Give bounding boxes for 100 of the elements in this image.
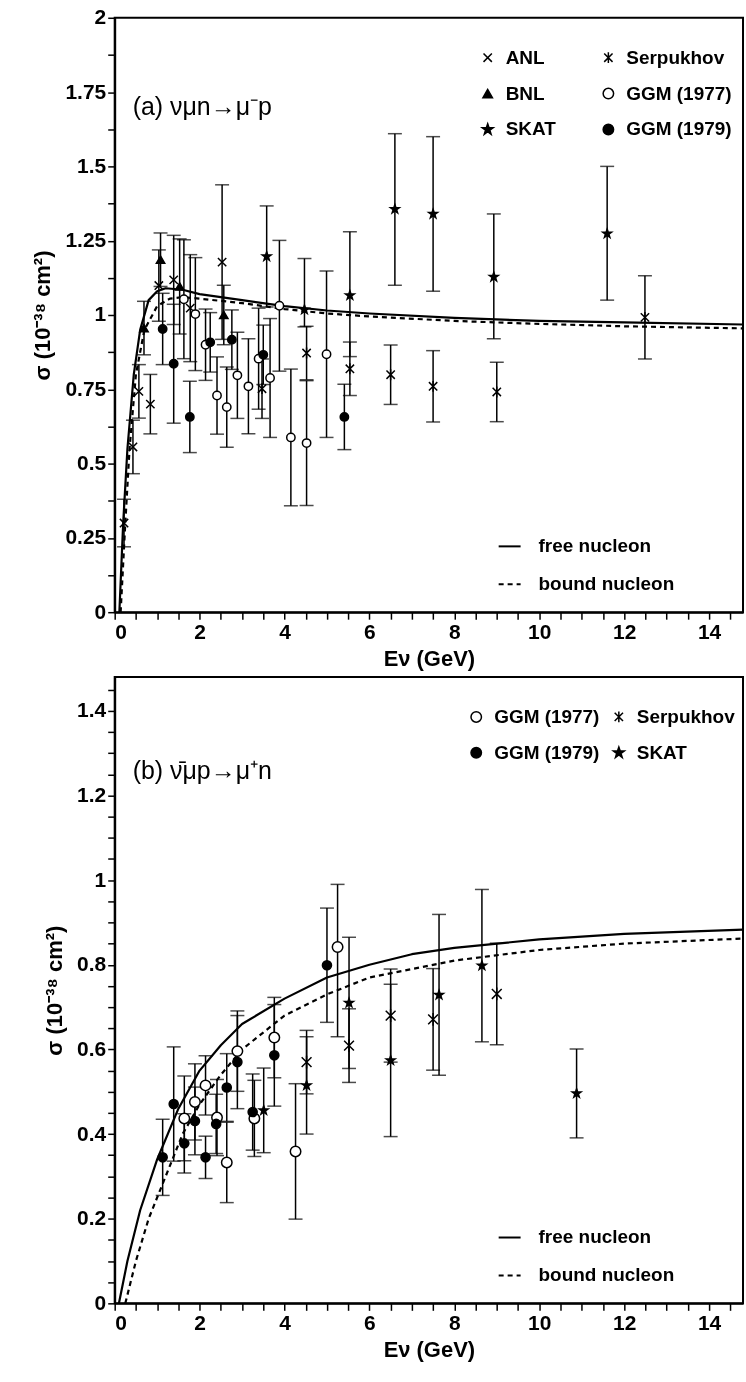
point xyxy=(190,309,201,320)
point xyxy=(153,280,164,291)
y-tick-label: 2 xyxy=(94,5,107,29)
x-tick-label: 4 xyxy=(279,619,292,643)
point xyxy=(231,1045,244,1058)
point xyxy=(212,390,222,401)
point xyxy=(265,373,275,383)
legend-label: ANL xyxy=(505,46,545,68)
x-tick-label: 8 xyxy=(448,1310,461,1334)
x-tick-label: 2 xyxy=(194,619,206,643)
legend-label: SKAT xyxy=(636,741,688,763)
y-tick-label: 0 xyxy=(94,599,107,623)
y-tick-label: 0.25 xyxy=(65,525,107,549)
point xyxy=(339,412,350,422)
point xyxy=(258,349,269,360)
point xyxy=(243,381,254,392)
annotation: (b) ν̄μp→μ⁺n xyxy=(132,755,272,784)
point xyxy=(133,386,144,397)
y-axis-title: σ (10⁻³⁸ cm²) xyxy=(30,250,56,381)
point xyxy=(343,1038,355,1053)
point xyxy=(321,959,333,971)
annotation: (a) νμn→μ⁻p xyxy=(132,91,272,120)
point xyxy=(232,370,243,381)
point xyxy=(257,382,267,395)
y-tick-label: 1.4 xyxy=(77,698,107,722)
y-tick-label: 1 xyxy=(94,867,107,891)
y-tick-label: 0.5 xyxy=(77,451,107,475)
legend-label: free nucleon xyxy=(538,535,652,557)
point xyxy=(299,304,310,315)
point xyxy=(300,1055,313,1070)
point xyxy=(184,412,195,422)
legend-label: bound nucleon xyxy=(538,1264,675,1286)
point xyxy=(226,334,237,345)
y-tick-label: 0.75 xyxy=(65,376,107,400)
x-axis-title: Eν (GeV) xyxy=(383,645,476,671)
y-tick-label: 1.5 xyxy=(77,153,107,177)
point xyxy=(232,1056,243,1068)
y-tick-label: 1 xyxy=(94,302,107,326)
point xyxy=(384,1008,397,1023)
legend-label: Serpukhov xyxy=(626,46,725,68)
x-tick-label: 6 xyxy=(364,619,376,643)
x-tick-label: 0 xyxy=(115,619,127,643)
point xyxy=(491,385,502,399)
y-axis-title: σ (10⁻³⁸ cm²) xyxy=(42,925,68,1056)
point xyxy=(301,1080,312,1090)
point xyxy=(428,380,439,393)
point xyxy=(200,1152,211,1163)
y-tick-label: 1.75 xyxy=(65,79,107,103)
x-tick-label: 10 xyxy=(528,1310,552,1334)
point xyxy=(178,1112,191,1125)
point xyxy=(168,275,179,285)
point xyxy=(433,989,445,1000)
point xyxy=(389,203,401,214)
point xyxy=(491,986,503,1002)
point xyxy=(274,300,285,311)
point xyxy=(571,1088,582,1098)
x-tick-label: 12 xyxy=(612,1310,637,1334)
point xyxy=(269,1050,280,1061)
x-tick-label: 6 xyxy=(364,1310,376,1334)
point xyxy=(344,362,355,375)
point xyxy=(385,368,396,381)
point xyxy=(218,310,229,320)
point xyxy=(139,323,149,333)
point xyxy=(128,442,138,452)
x-tick-label: 12 xyxy=(612,619,637,643)
y-tick-label: 0.4 xyxy=(77,1121,107,1145)
point xyxy=(179,1138,190,1149)
legend-label: GGM (1977) xyxy=(626,82,732,104)
x-axis-title: Eν (GeV) xyxy=(383,1336,476,1362)
point xyxy=(185,303,196,314)
point xyxy=(174,282,185,291)
point xyxy=(476,960,488,971)
x-tick-label: 2 xyxy=(194,1310,206,1334)
point xyxy=(168,358,179,369)
legend-label: SKAT xyxy=(505,118,557,140)
point xyxy=(285,432,296,443)
point xyxy=(199,1079,212,1092)
point xyxy=(157,1152,168,1163)
point xyxy=(221,402,232,413)
point xyxy=(247,1106,258,1118)
point xyxy=(301,438,312,448)
point xyxy=(344,290,356,300)
x-tick-label: 14 xyxy=(697,619,722,643)
point xyxy=(301,346,312,360)
point xyxy=(268,1031,281,1044)
point xyxy=(427,1012,439,1027)
point xyxy=(210,1118,222,1130)
legend-label: free nucleon xyxy=(538,1226,652,1248)
legend-label: GGM (1979) xyxy=(626,118,732,140)
legend-label: GGM (1977) xyxy=(494,705,600,727)
legend-label: BNL xyxy=(505,82,545,104)
point xyxy=(289,1145,302,1158)
x-tick-label: 14 xyxy=(697,1310,722,1334)
point xyxy=(157,324,168,334)
point xyxy=(145,399,156,410)
point xyxy=(155,255,166,265)
point xyxy=(188,1095,201,1108)
x-tick-label: 8 xyxy=(448,619,461,643)
y-tick-label: 0.6 xyxy=(77,1036,107,1060)
point xyxy=(427,208,439,219)
